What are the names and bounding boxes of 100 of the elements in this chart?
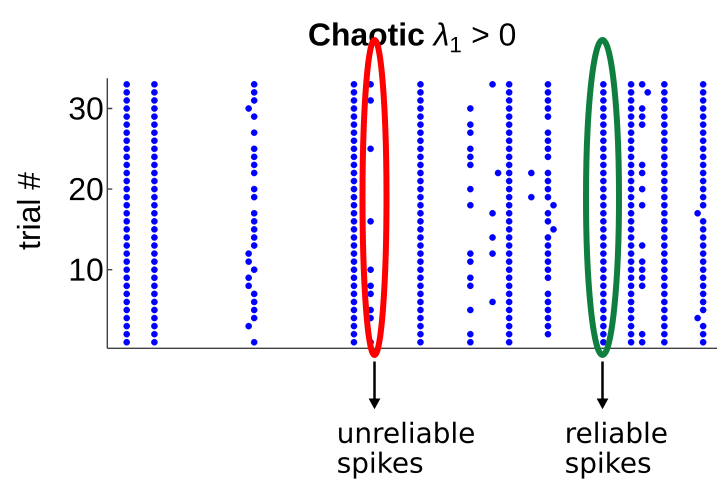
point	[506, 170, 512, 176]
point	[700, 137, 706, 144]
point	[700, 202, 706, 209]
point	[700, 129, 706, 136]
point	[628, 137, 634, 144]
point	[151, 186, 158, 192]
point	[123, 129, 130, 136]
point	[123, 234, 130, 241]
point	[600, 234, 607, 241]
point	[123, 298, 130, 306]
point	[700, 162, 706, 168]
point	[250, 338, 258, 346]
point	[661, 137, 668, 144]
point	[367, 266, 374, 273]
point	[661, 226, 668, 233]
point	[661, 129, 668, 136]
point	[600, 178, 607, 184]
y-tick-label: 20	[70, 178, 103, 200]
point	[250, 97, 258, 104]
point	[245, 282, 252, 290]
point	[544, 250, 552, 257]
point	[151, 162, 158, 168]
point	[661, 210, 668, 217]
point	[417, 113, 424, 120]
point	[661, 330, 668, 338]
point	[700, 234, 706, 241]
point	[350, 290, 358, 298]
point	[350, 129, 358, 136]
point	[628, 298, 634, 306]
point	[417, 258, 424, 265]
point	[350, 338, 358, 346]
point	[350, 97, 358, 104]
point	[467, 121, 474, 128]
point	[700, 218, 706, 225]
point	[245, 105, 252, 112]
point	[600, 330, 607, 338]
point	[123, 282, 130, 290]
point	[245, 258, 252, 265]
point	[417, 154, 424, 160]
point	[250, 306, 258, 314]
point	[123, 146, 130, 152]
point	[544, 290, 552, 298]
point	[661, 121, 668, 128]
point	[250, 81, 258, 88]
point	[489, 250, 496, 257]
point	[350, 234, 358, 241]
point	[544, 186, 552, 192]
point	[467, 186, 474, 192]
point	[123, 330, 130, 338]
point	[417, 81, 424, 88]
point	[250, 298, 258, 306]
point	[123, 137, 130, 144]
point	[350, 250, 358, 257]
point	[417, 146, 424, 152]
point	[245, 274, 252, 282]
point	[417, 298, 424, 306]
point	[628, 178, 634, 184]
point	[123, 154, 130, 160]
point	[661, 218, 668, 225]
point	[661, 113, 668, 120]
point	[151, 322, 158, 330]
point	[506, 298, 512, 306]
point	[417, 234, 424, 241]
point	[600, 137, 607, 144]
point	[506, 154, 512, 160]
point	[151, 202, 158, 209]
point	[628, 314, 634, 322]
point	[250, 234, 258, 241]
point	[628, 162, 634, 168]
point	[600, 170, 607, 176]
point	[544, 322, 552, 330]
point	[350, 194, 358, 200]
point	[628, 154, 634, 160]
point	[600, 298, 607, 306]
point	[528, 194, 535, 200]
point	[151, 146, 158, 152]
point	[250, 154, 258, 160]
point	[350, 178, 358, 184]
point	[600, 162, 607, 168]
point	[350, 121, 358, 128]
point	[350, 258, 358, 265]
point	[467, 146, 474, 152]
point	[250, 129, 258, 136]
point	[700, 258, 706, 265]
point	[628, 322, 634, 330]
point	[600, 290, 607, 298]
y-tick-label: 10	[70, 258, 103, 281]
point	[467, 202, 474, 209]
point	[700, 282, 706, 290]
point	[245, 322, 252, 330]
point	[628, 266, 634, 273]
point	[367, 282, 374, 290]
point	[151, 113, 158, 120]
point	[350, 186, 358, 192]
point	[350, 210, 358, 217]
point	[600, 266, 607, 273]
point	[151, 258, 158, 265]
point	[661, 186, 668, 192]
point	[417, 226, 424, 233]
point	[638, 274, 646, 282]
